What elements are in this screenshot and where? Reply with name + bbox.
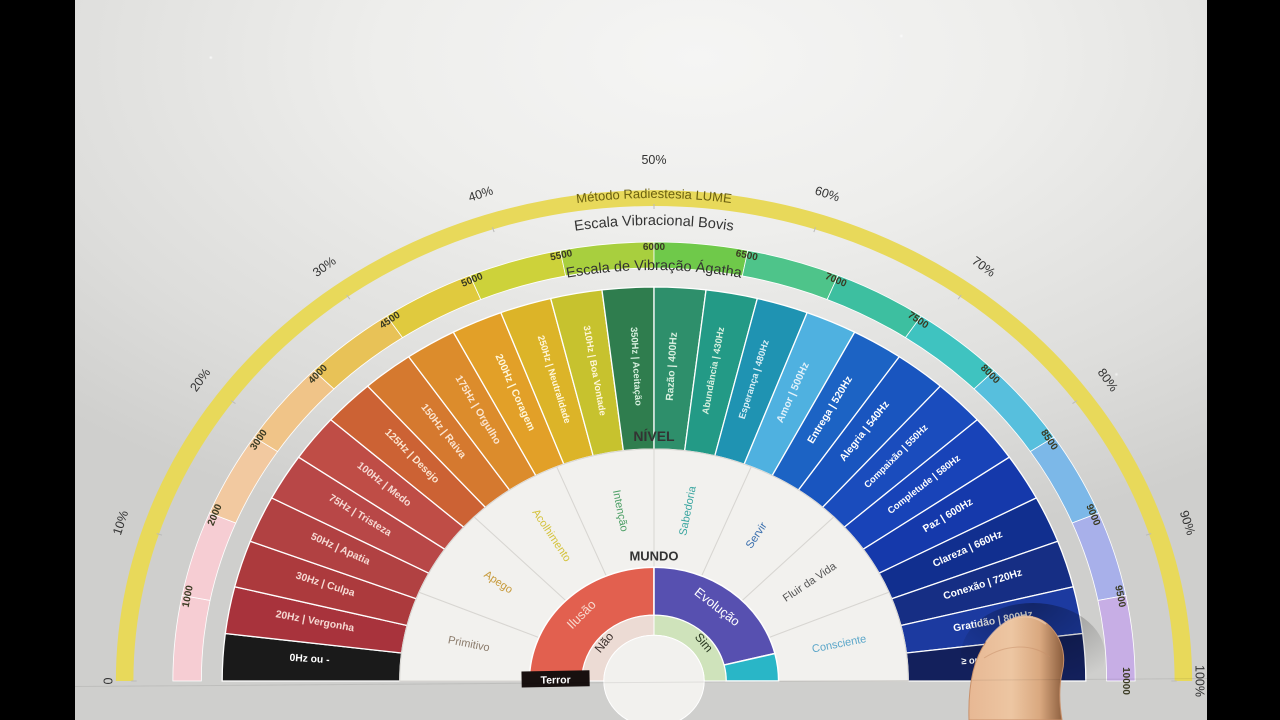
svg-text:60%: 60% (813, 184, 841, 205)
svg-text:100%: 100% (1192, 665, 1206, 697)
svg-text:10000: 10000 (1120, 667, 1131, 695)
svg-text:50%: 50% (641, 153, 666, 167)
svg-text:NÍVEL: NÍVEL (633, 428, 675, 444)
svg-text:6000: 6000 (643, 242, 666, 253)
svg-text:0: 0 (102, 677, 116, 684)
svg-text:30%: 30% (310, 254, 338, 280)
svg-text:20%: 20% (187, 366, 213, 394)
svg-text:Escala Vibracional Bovis: Escala Vibracional Bovis (573, 213, 734, 235)
svg-text:40%: 40% (467, 184, 495, 205)
svg-text:10%: 10% (110, 509, 131, 537)
svg-text:Terror: Terror (540, 674, 570, 687)
svg-text:80%: 80% (1095, 366, 1121, 394)
svg-text:MUNDO: MUNDO (629, 548, 678, 563)
svg-text:90%: 90% (1177, 509, 1198, 537)
svg-text:70%: 70% (969, 254, 997, 280)
